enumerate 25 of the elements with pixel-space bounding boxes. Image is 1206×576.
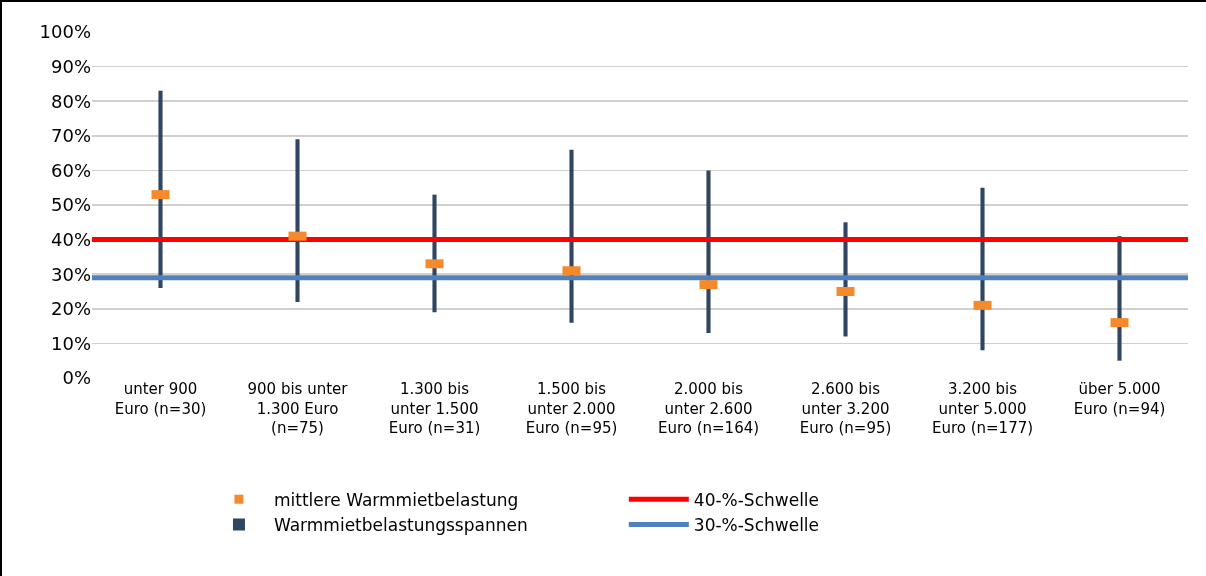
bar (158, 90, 163, 289)
y-tick-label: 90% (50, 55, 91, 77)
x-tick-label: über 5.000 Euro (n=94) (1073, 380, 1166, 418)
x-tick-label: 2.600 bis unter 3.200 Euro (n=95) (799, 380, 892, 437)
x-tick-label: 900 bis unter 1.300 Euro (n=75) (247, 380, 349, 437)
y-tick-label: 80% (50, 90, 91, 112)
x-tick-label: 3.200 bis unter 5.000 Euro (n=177) (931, 380, 1034, 437)
y-tick-label: 60% (50, 159, 91, 181)
x-tick-label: 2.000 bis unter 2.600 Euro (n=164) (657, 380, 760, 437)
y-tick-label: 40% (50, 228, 91, 250)
y-tick-label: 30% (50, 263, 91, 285)
bar (295, 139, 300, 302)
y-tick-label: 10% (50, 332, 91, 354)
y-tick-label: 100% (39, 21, 91, 43)
legend-label: Warmmietbelastungsspannen (273, 515, 528, 536)
x-tick-label: 1.300 bis unter 1.500 Euro (n=31) (388, 380, 481, 437)
y-tick-label: 50% (50, 194, 91, 216)
y-tick-label: 20% (50, 298, 91, 320)
y-tick-label: 0% (62, 367, 91, 389)
y-tick-label: 70% (50, 125, 91, 147)
legend-label: 40-%-Schwelle (693, 489, 820, 510)
legend-label: mittlere Warmmietbelastung (273, 489, 519, 510)
x-tick-label: unter 900 Euro (n=30) (114, 380, 207, 418)
legend-label: 30-%-Schwelle (693, 515, 820, 536)
x-tick-label: 1.500 bis unter 2.000 Euro (n=95) (525, 380, 618, 437)
